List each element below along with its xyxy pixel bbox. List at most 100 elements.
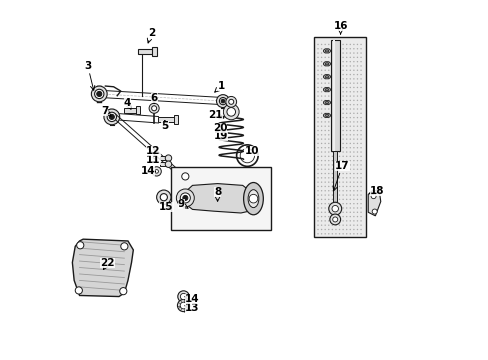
Circle shape <box>342 164 343 166</box>
Circle shape <box>352 199 354 200</box>
Circle shape <box>320 186 322 187</box>
Circle shape <box>221 99 224 103</box>
Circle shape <box>352 48 354 49</box>
Circle shape <box>356 95 357 97</box>
Circle shape <box>338 134 340 135</box>
Circle shape <box>324 44 325 45</box>
Circle shape <box>327 82 329 84</box>
Circle shape <box>320 126 322 127</box>
Circle shape <box>342 44 343 45</box>
Circle shape <box>149 103 159 113</box>
Circle shape <box>342 199 343 200</box>
Circle shape <box>349 212 350 213</box>
Circle shape <box>320 57 322 58</box>
Circle shape <box>317 74 318 75</box>
Circle shape <box>331 151 332 153</box>
Circle shape <box>352 194 354 196</box>
Bar <box>152 47 156 56</box>
Circle shape <box>338 177 340 179</box>
Circle shape <box>223 104 239 120</box>
Circle shape <box>324 199 325 200</box>
Circle shape <box>331 52 332 54</box>
Circle shape <box>335 48 336 49</box>
Circle shape <box>349 74 350 75</box>
Circle shape <box>342 225 343 226</box>
Circle shape <box>320 100 322 101</box>
Circle shape <box>320 177 322 179</box>
Circle shape <box>356 108 357 110</box>
Circle shape <box>327 156 329 157</box>
Circle shape <box>338 220 340 222</box>
Circle shape <box>317 229 318 230</box>
Circle shape <box>360 130 361 131</box>
Circle shape <box>352 65 354 67</box>
Circle shape <box>356 44 357 45</box>
Circle shape <box>331 100 332 101</box>
Circle shape <box>324 164 325 166</box>
Circle shape <box>349 113 350 114</box>
Circle shape <box>327 48 329 49</box>
Circle shape <box>320 65 322 67</box>
Polygon shape <box>367 189 380 216</box>
Circle shape <box>338 181 340 183</box>
Circle shape <box>320 225 322 226</box>
Circle shape <box>317 207 318 209</box>
Circle shape <box>352 147 354 148</box>
Circle shape <box>327 194 329 196</box>
Circle shape <box>332 217 337 222</box>
Circle shape <box>320 78 322 80</box>
Circle shape <box>331 138 332 140</box>
Circle shape <box>317 173 318 174</box>
Circle shape <box>335 104 336 105</box>
Circle shape <box>327 57 329 58</box>
Text: 14: 14 <box>141 166 155 176</box>
Circle shape <box>338 82 340 84</box>
Circle shape <box>338 160 340 161</box>
Circle shape <box>360 138 361 140</box>
Circle shape <box>317 130 318 131</box>
Circle shape <box>320 130 322 131</box>
Circle shape <box>349 57 350 58</box>
Circle shape <box>352 229 354 230</box>
Circle shape <box>338 57 340 58</box>
Circle shape <box>225 96 236 107</box>
Circle shape <box>320 220 322 222</box>
Circle shape <box>317 61 318 62</box>
Circle shape <box>335 130 336 131</box>
Circle shape <box>338 138 340 140</box>
Circle shape <box>349 190 350 192</box>
Circle shape <box>335 74 336 75</box>
Circle shape <box>335 61 336 62</box>
Circle shape <box>327 190 329 192</box>
Circle shape <box>352 186 354 187</box>
Circle shape <box>327 225 329 226</box>
Circle shape <box>342 177 343 179</box>
Circle shape <box>324 160 325 161</box>
Circle shape <box>317 194 318 196</box>
Circle shape <box>317 156 318 157</box>
Circle shape <box>335 138 336 140</box>
Circle shape <box>331 108 332 110</box>
Circle shape <box>331 194 332 196</box>
Circle shape <box>338 104 340 105</box>
Circle shape <box>331 220 332 222</box>
Circle shape <box>324 181 325 183</box>
Circle shape <box>338 143 340 144</box>
Circle shape <box>331 121 332 123</box>
Circle shape <box>360 147 361 148</box>
Circle shape <box>352 130 354 131</box>
Ellipse shape <box>243 183 263 215</box>
Circle shape <box>335 91 336 93</box>
Circle shape <box>352 164 354 166</box>
Circle shape <box>349 48 350 49</box>
Circle shape <box>324 104 325 105</box>
Circle shape <box>356 164 357 166</box>
Circle shape <box>356 61 357 62</box>
Circle shape <box>349 121 350 123</box>
Circle shape <box>320 61 322 62</box>
Circle shape <box>349 173 350 174</box>
Circle shape <box>331 190 332 192</box>
Circle shape <box>327 181 329 183</box>
Circle shape <box>352 52 354 54</box>
Circle shape <box>324 134 325 135</box>
